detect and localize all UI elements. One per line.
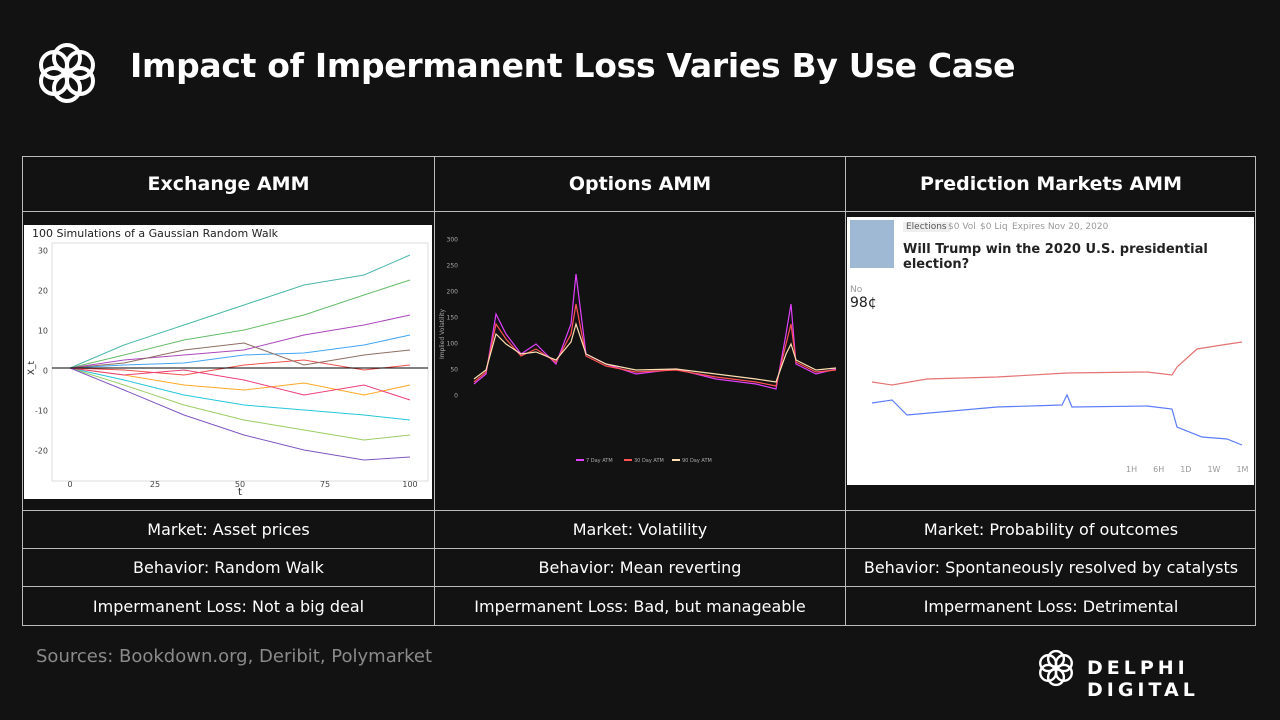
y-tick-label: 100 xyxy=(447,341,459,348)
walk-lines xyxy=(69,254,411,461)
table-cell: Impermanent Loss: Not a big deal xyxy=(23,587,435,625)
brand: DELPHI DIGITAL xyxy=(1087,657,1199,701)
column-header: Prediction Markets AMM xyxy=(846,157,1256,212)
range-button[interactable]: 6H xyxy=(1153,465,1165,474)
range-button[interactable]: 1M xyxy=(1236,465,1249,474)
outcome: No xyxy=(850,285,863,295)
polymarket-image: Elections $0 Vol $0 Liq Expires Nov 20, … xyxy=(847,217,1254,485)
x-tick-label: 75 xyxy=(320,480,330,489)
y-tick-label: -20 xyxy=(35,447,48,456)
price: 98¢ xyxy=(850,295,877,311)
range-button[interactable]: 1W xyxy=(1207,465,1221,474)
brand-logo xyxy=(1039,649,1073,687)
y-tick-label: 150 xyxy=(447,315,459,322)
image-title: 100 Simulations of a Gaussian Random Wal… xyxy=(32,227,279,240)
volatility-lines xyxy=(473,273,837,390)
slide-title: Impact of Impermanent Loss Varies By Use… xyxy=(130,46,1016,85)
volatility-image: Implied Volatility 300 250 200 150 100 50 0 7 D… xyxy=(436,214,843,506)
x-tick-label: 100 xyxy=(402,480,417,489)
volume: $0 Vol xyxy=(948,222,976,232)
x-axis-label: t xyxy=(238,487,242,498)
y-tick-label: 50 xyxy=(450,367,458,374)
range-button[interactable]: 1H xyxy=(1126,465,1138,474)
liquidity: $0 Liq xyxy=(980,222,1008,232)
table-cell: Behavior: Random Walk xyxy=(23,549,435,587)
table-cell: Market: Volatility xyxy=(435,511,846,549)
sources: Sources: Bookdown.org, Deribit, Polymark… xyxy=(36,646,433,667)
yes-line xyxy=(871,341,1243,386)
column-header: Exchange AMM xyxy=(23,157,435,212)
table-cell: Market: Probability of outcomes xyxy=(846,511,1256,549)
legend-label: 7 Day ATM xyxy=(586,458,613,464)
range-buttons: 1H6H1D1W1MALL xyxy=(1122,463,1254,476)
y-tick-label: 20 xyxy=(38,287,48,296)
y-tick-label: 30 xyxy=(38,247,48,256)
range-button[interactable]: 1D xyxy=(1180,465,1192,474)
table-cell: Behavior: Mean reverting xyxy=(435,549,846,587)
legend-label: 30 Day ATM xyxy=(634,458,664,464)
tag: Elections xyxy=(903,222,950,232)
y-tick-label: 0 xyxy=(454,393,458,400)
random-walk-image: 100 Simulations of a Gaussian Random Wal… xyxy=(24,225,432,499)
table-cell: Impermanent Loss: Bad, but manageable xyxy=(435,587,846,625)
expiry: Expires Nov 20, 2020 xyxy=(1012,222,1109,232)
y-axis-label: Implied Volatility xyxy=(439,309,446,360)
y-tick-label: 10 xyxy=(38,327,48,336)
y-tick-label: 250 xyxy=(447,263,459,270)
image-cell xyxy=(435,212,846,511)
y-tick-label: 0 xyxy=(43,367,48,376)
image-cell xyxy=(846,212,1256,511)
question: Will Trump win the 2020 U.S. presidentia… xyxy=(903,242,1208,272)
y-axis-label: X_t xyxy=(27,360,37,375)
capitol-image xyxy=(850,220,894,268)
comparison-table: Exchange AMM Options AMM Prediction Mark… xyxy=(22,156,1256,626)
legend-label: 90 Day ATM xyxy=(682,458,712,464)
y-tick-label: 200 xyxy=(447,289,459,296)
y-tick-label: 300 xyxy=(447,237,459,244)
column-header: Options AMM xyxy=(435,157,846,212)
probability-chart xyxy=(871,341,1243,446)
y-tick-label: -10 xyxy=(35,407,48,416)
x-tick-label: 50 xyxy=(235,480,245,489)
image-cell xyxy=(23,212,435,511)
table-cell: Market: Asset prices xyxy=(23,511,435,549)
table-cell: Behavior: Spontaneously resolved by cata… xyxy=(846,549,1256,587)
table-cell: Impermanent Loss: Detrimental xyxy=(923,596,1179,616)
x-tick-label: 0 xyxy=(67,480,72,489)
x-tick-label: 25 xyxy=(150,480,160,489)
plot-area xyxy=(51,242,429,482)
no-line xyxy=(871,393,1243,446)
logo xyxy=(39,43,95,103)
image-background xyxy=(436,214,843,506)
